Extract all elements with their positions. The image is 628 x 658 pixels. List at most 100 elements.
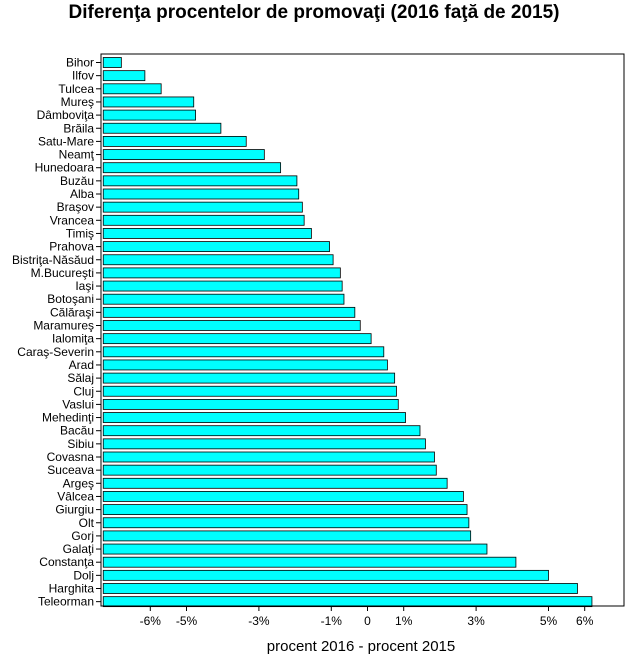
bar-M.Bucureşti xyxy=(102,267,341,279)
bar-Bihor xyxy=(102,57,122,68)
category-label: Gorj xyxy=(71,529,94,543)
bar-Bacău xyxy=(102,425,421,437)
category-label: Dâmboviţa xyxy=(37,108,95,122)
bar-Galaţi xyxy=(102,543,488,555)
category-label: Mehedinţi xyxy=(42,411,94,425)
bar-Brăila xyxy=(102,122,222,134)
category-label: Maramureş xyxy=(33,319,94,333)
category-label: Vaslui xyxy=(62,397,94,411)
bar-Hunedoara xyxy=(102,162,282,174)
bar-Ilfov xyxy=(102,70,146,82)
bar-Satu-Mare xyxy=(102,135,247,147)
bar-Suceava xyxy=(102,464,437,476)
bar-Tulcea xyxy=(102,83,162,95)
category-label: Dolj xyxy=(73,568,94,582)
bar-Braşov xyxy=(102,201,303,213)
category-label: Ialomiţa xyxy=(52,332,94,346)
x-tick-label: -3% xyxy=(248,614,270,628)
category-label: Braşov xyxy=(57,200,94,214)
category-label: Galaţi xyxy=(63,542,94,556)
bar-Maramureş xyxy=(102,320,361,331)
bar-Călăraşi xyxy=(102,306,356,318)
category-label: Mureş xyxy=(61,95,94,109)
bar-Buzău xyxy=(102,175,298,187)
bar-Teleorman xyxy=(102,596,593,608)
x-axis-label: procent 2016 - procent 2015 xyxy=(266,638,456,655)
category-label: Suceava xyxy=(47,463,94,477)
category-label: Iaşi xyxy=(75,279,94,293)
category-label: Hunedoara xyxy=(35,161,95,175)
category-label: Sălaj xyxy=(67,371,94,385)
bar-Vrancea xyxy=(102,214,305,226)
category-labels: BihorIlfovTulceaMureşDâmboviţaBrăilaSatu… xyxy=(12,56,101,609)
category-label: Olt xyxy=(79,516,95,530)
plot-frame xyxy=(100,53,625,607)
category-label: Bistriţa-Năsăud xyxy=(12,253,94,267)
category-label: Neamţ xyxy=(59,148,95,162)
category-label: Covasna xyxy=(47,450,95,464)
bar-Ialomiţa xyxy=(102,333,372,345)
category-label: Sibiu xyxy=(67,437,94,451)
category-label: Vrancea xyxy=(50,213,95,227)
x-tick-label: -1% xyxy=(321,614,343,628)
x-tick-label: 6% xyxy=(576,614,594,628)
category-label: Buzău xyxy=(60,174,94,188)
bar-Argeş xyxy=(102,477,448,489)
x-tick-label: 5% xyxy=(540,614,558,628)
bar-Vaslui xyxy=(102,398,399,410)
bar-Mehedinţi xyxy=(102,412,406,423)
bar-Dâmboviţa xyxy=(102,109,196,121)
bar-Gorj xyxy=(102,530,472,542)
bar-Sibiu xyxy=(102,438,426,450)
category-label: M.Bucureşti xyxy=(31,266,94,280)
bar-Olt xyxy=(102,517,470,529)
bar-Iaşi xyxy=(102,280,343,292)
bar-Arad xyxy=(102,359,388,371)
category-label: Giurgiu xyxy=(55,503,94,517)
bar-Cluj xyxy=(102,385,397,397)
chart-title: Diferenţa procentelor de promovaţi (2016… xyxy=(68,2,560,23)
category-label: Harghita xyxy=(49,582,95,596)
bar-Constanţa xyxy=(102,556,517,568)
x-tick-label: -6% xyxy=(140,614,162,628)
bar-Vâlcea xyxy=(102,491,464,502)
category-label: Timiş xyxy=(66,226,94,240)
bar-Giurgiu xyxy=(102,504,468,516)
x-tick-label: -5% xyxy=(176,614,198,628)
category-label: Tulcea xyxy=(58,82,94,96)
bar-Neamţ xyxy=(102,149,265,160)
category-label: Bacău xyxy=(60,424,94,438)
bar-Sălaj xyxy=(102,372,396,384)
bar-Bistriţa-Năsăud xyxy=(102,254,334,266)
x-tick-label: 3% xyxy=(467,614,485,628)
category-label: Bihor xyxy=(66,56,94,70)
category-label: Constanţa xyxy=(39,555,94,569)
bar-Covasna xyxy=(102,451,435,463)
x-tick-label: 1% xyxy=(395,614,413,628)
category-label: Alba xyxy=(70,187,94,201)
bar-Caraş-Severin xyxy=(102,346,385,358)
x-axis-ticks: -6% -5% -3% -1% 0 1% 3% 5% 6% xyxy=(140,606,594,628)
bar-Prahova xyxy=(102,241,330,253)
category-label: Prahova xyxy=(49,240,94,254)
category-label: Argeş xyxy=(63,476,94,490)
category-label: Vâlcea xyxy=(57,489,94,503)
category-label: Caraş-Severin xyxy=(17,345,94,359)
category-label: Ilfov xyxy=(72,69,94,83)
category-label: Călăraşi xyxy=(50,305,94,319)
category-label: Teleorman xyxy=(38,595,94,609)
bar-Mureş xyxy=(102,96,195,108)
bar-Botoşani xyxy=(102,293,345,305)
category-label: Brăila xyxy=(63,121,94,135)
bar-Alba xyxy=(102,188,300,200)
category-label: Satu-Mare xyxy=(38,134,94,148)
bar-Dolj xyxy=(102,569,549,581)
category-label: Botoşani xyxy=(47,292,94,306)
x-tick-label: 0 xyxy=(364,614,371,628)
bar-Timiş xyxy=(102,228,312,239)
bars xyxy=(102,57,593,608)
bar-Harghita xyxy=(102,583,578,594)
category-label: Arad xyxy=(69,358,94,372)
category-label: Cluj xyxy=(73,384,94,398)
